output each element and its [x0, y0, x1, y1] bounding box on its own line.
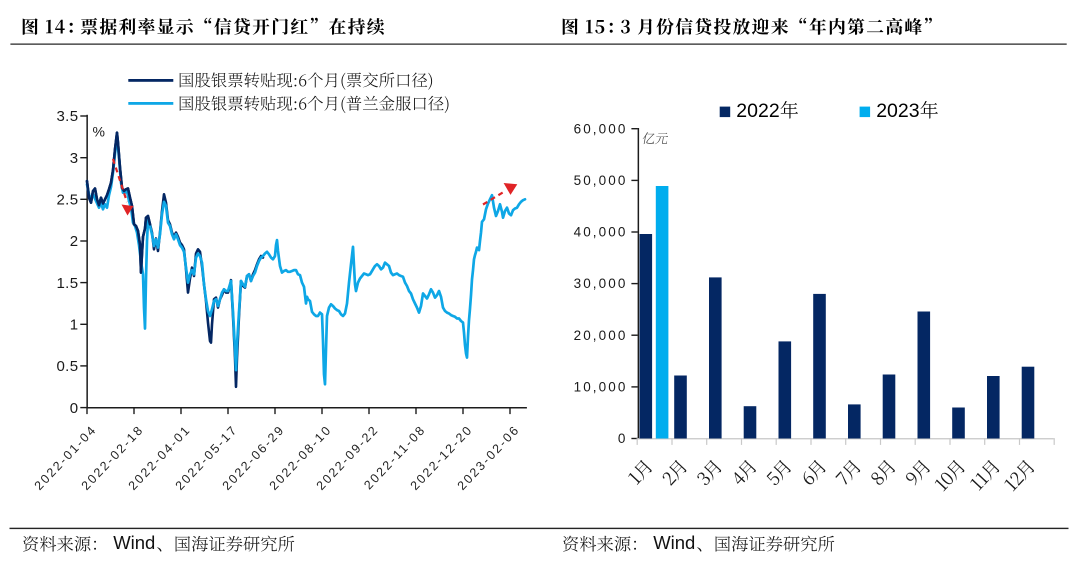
svg-text:10,000: 10,000 — [574, 380, 628, 395]
svg-text:40,000: 40,000 — [574, 225, 628, 240]
svg-text:60,000: 60,000 — [574, 121, 628, 136]
svg-text:Wind: Wind — [653, 532, 695, 553]
svg-text:0: 0 — [70, 400, 79, 417]
svg-text:0.5: 0.5 — [56, 358, 78, 375]
svg-text:1.5: 1.5 — [56, 275, 78, 292]
svg-text:1: 1 — [70, 317, 79, 334]
svg-text:2023: 2023 — [876, 100, 919, 122]
svg-text:2.5: 2.5 — [56, 192, 78, 209]
svg-text:0: 0 — [618, 431, 628, 446]
svg-text:20,000: 20,000 — [574, 328, 628, 343]
svg-text:Wind: Wind — [113, 532, 155, 553]
svg-text:50,000: 50,000 — [574, 173, 628, 188]
svg-text:3: 3 — [70, 150, 79, 167]
svg-text:3.5: 3.5 — [56, 108, 78, 125]
svg-text:30,000: 30,000 — [574, 276, 628, 291]
svg-text:%: % — [93, 124, 105, 140]
svg-text:2: 2 — [70, 233, 79, 250]
svg-text:2022: 2022 — [736, 100, 779, 122]
